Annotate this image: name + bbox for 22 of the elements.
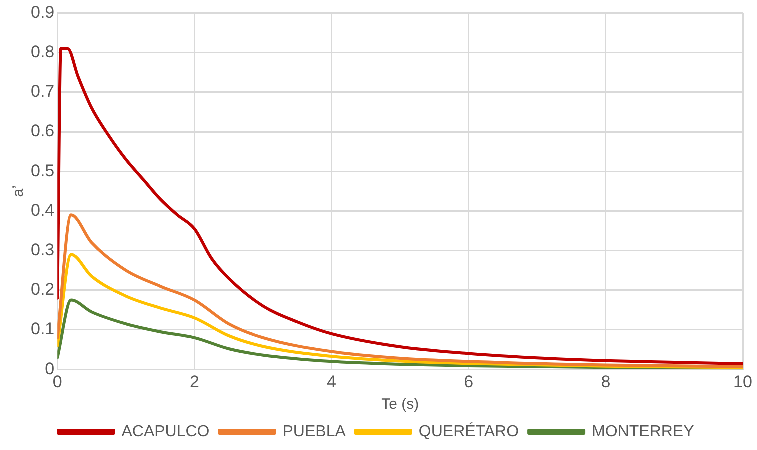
x-tick-label: 10 [734,372,752,392]
x-tick-label: 2 [190,372,200,392]
y-tick-label: 0 [45,359,55,378]
legend-label: MONTERREY [592,423,695,440]
y-tick-label: 0.1 [30,320,55,339]
y-tick-label: 0.3 [30,240,55,260]
y-tick-label: 0.8 [30,42,55,62]
x-tick-label: 6 [464,372,474,392]
x-tick-label: 8 [601,372,611,392]
line-series [58,47,743,366]
y-tick-label: 0.5 [30,161,55,180]
legend-label: QUERÉTARO [418,422,520,440]
y-tick-label: 0.9 [30,2,55,22]
y-tick-label: 0.4 [30,200,55,220]
legend-label: PUEBLA [282,423,346,440]
x-tick-label: 4 [327,372,337,392]
y-tick-label: 0.2 [30,280,55,300]
legend-label: ACAPULCO [122,423,210,440]
y-tick-label: 0.6 [30,122,55,141]
x-axis-title: Te (s) [382,396,420,414]
y-tick-label: 0.7 [30,82,55,102]
y-axis-title: a’ [10,186,28,198]
